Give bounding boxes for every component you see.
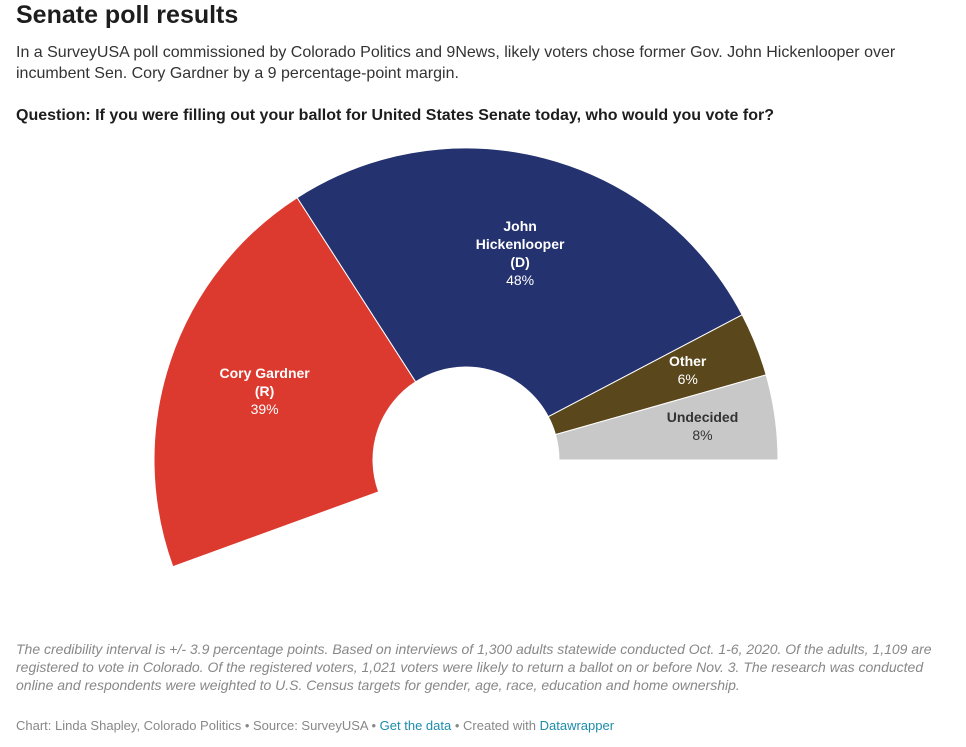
slice-name: Cory Gardner [219, 365, 310, 381]
slice-label-2: Other 6% [669, 353, 707, 387]
slice-value: 48% [506, 272, 534, 288]
footer-created-with: Created with [463, 718, 540, 733]
slice-value: 8% [692, 427, 712, 443]
footer-credit: Chart: Linda Shapley, Colorado Politics [16, 718, 242, 733]
get-the-data-link[interactable]: Get the data [379, 718, 452, 733]
slice-name: Other [669, 353, 707, 369]
footer-source: Source: SurveyUSA [253, 718, 368, 733]
chart-title: Senate poll results [16, 1, 239, 29]
chart-notes: The credibility interval is +/- 3.9 perc… [16, 641, 932, 693]
slice-name: Undecided [667, 409, 739, 425]
slice-name: John [503, 218, 536, 234]
slice-name: Hickenlooper [476, 236, 565, 252]
footer-separator: • [451, 718, 464, 733]
slice-0[interactable] [153, 196, 417, 568]
slice-name: (R) [255, 383, 274, 399]
footer-separator: • [241, 718, 253, 733]
chart-subtitle: In a SurveyUSA poll commissioned by Colo… [16, 44, 896, 82]
slice-name: (D) [510, 254, 529, 270]
footer-separator: • [367, 718, 380, 733]
slice-value: 6% [678, 371, 698, 387]
slice-1[interactable] [296, 147, 743, 418]
half-donut-chart: Cory Gardner (R) 39% John Hickenlooper (D) 48%… [153, 147, 779, 568]
slice-3[interactable] [554, 374, 779, 461]
chart-footer: Chart: Linda Shapley, Colorado Politics … [16, 718, 614, 734]
slice-value: 39% [251, 401, 279, 417]
slice-label-3: Undecided 8% [667, 409, 739, 443]
chart-question: Question: If you were filling out your b… [16, 107, 774, 124]
slice-label-1: John Hickenlooper (D) 48% [476, 218, 565, 288]
slice-label-0: Cory Gardner (R) 39% [219, 365, 310, 417]
datawrapper-link[interactable]: Datawrapper [539, 718, 615, 733]
